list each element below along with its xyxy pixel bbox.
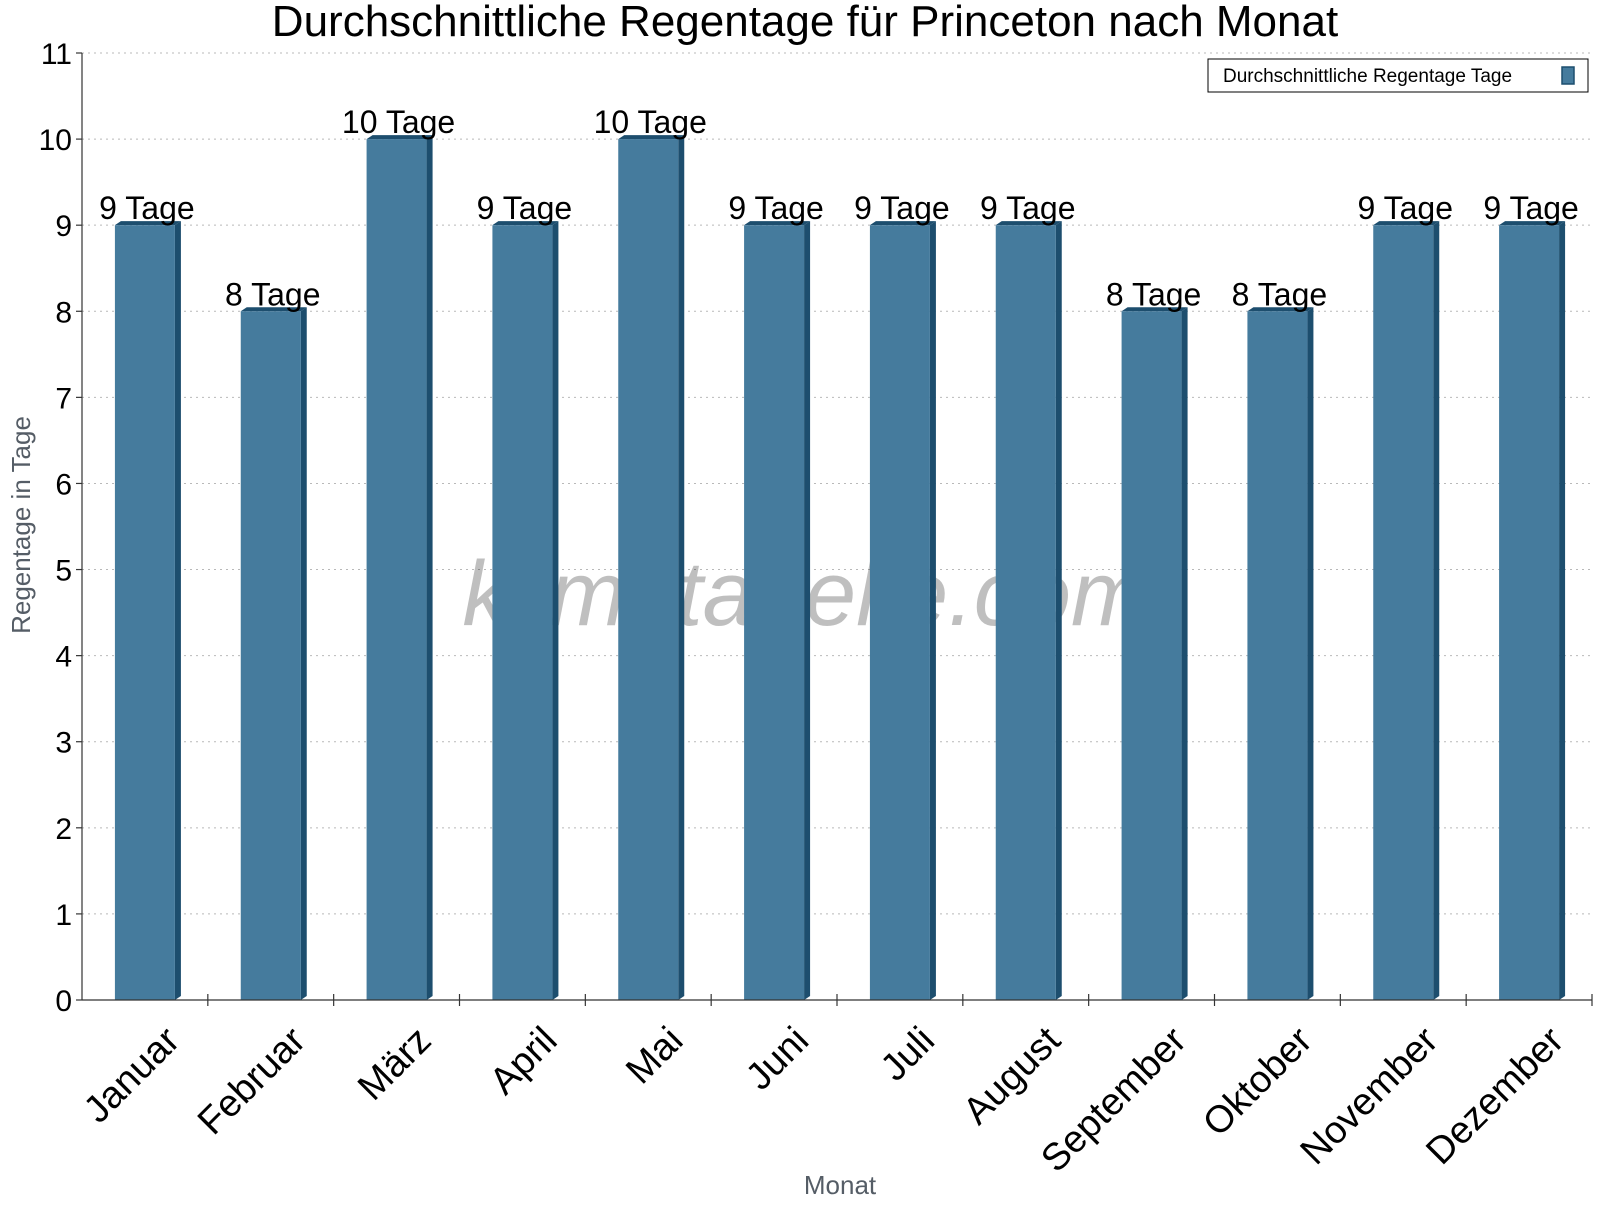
bar-top bbox=[618, 135, 685, 140]
bar-side bbox=[174, 221, 181, 1000]
bar bbox=[1247, 307, 1314, 1001]
bar-face bbox=[869, 225, 930, 1000]
bar-side bbox=[1433, 221, 1440, 1000]
bar-face bbox=[1373, 225, 1434, 1000]
data-label: 9 Tage bbox=[1483, 190, 1579, 226]
bar bbox=[869, 221, 936, 1000]
bar-face bbox=[114, 225, 175, 1000]
y-tick-label: 11 bbox=[41, 38, 72, 71]
x-tick-label: Juli bbox=[873, 1019, 943, 1089]
x-tick-label: März bbox=[350, 1019, 439, 1108]
data-label: 9 Tage bbox=[728, 190, 824, 226]
bar-top bbox=[995, 221, 1062, 226]
data-label: 10 Tage bbox=[342, 104, 455, 140]
bar-top bbox=[492, 221, 559, 226]
bar bbox=[366, 135, 433, 1000]
y-tick-label: 2 bbox=[55, 813, 72, 846]
legend: Durchschnittliche Regentage Tage bbox=[1207, 58, 1589, 93]
bar-top bbox=[1121, 307, 1188, 312]
data-label: 9 Tage bbox=[477, 190, 573, 226]
bar-side bbox=[1559, 221, 1566, 1000]
data-label: 9 Tage bbox=[1358, 190, 1454, 226]
bar bbox=[618, 135, 685, 1000]
data-label: 9 Tage bbox=[854, 190, 950, 226]
x-axis-ticks: Januar Februar März April Mai Juni Juli AugustS… bbox=[76, 994, 1593, 1180]
bar-face bbox=[1121, 311, 1182, 1001]
bar bbox=[1121, 307, 1188, 1001]
bar-face bbox=[1499, 225, 1560, 1000]
bar-top bbox=[1499, 221, 1566, 226]
bar-top bbox=[366, 135, 433, 140]
bar bbox=[492, 221, 559, 1000]
bar bbox=[240, 307, 307, 1001]
y-tick-label: 3 bbox=[55, 727, 72, 760]
legend-box bbox=[1207, 58, 1589, 93]
bar-side bbox=[929, 221, 936, 1000]
data-label: 10 Tage bbox=[594, 104, 707, 140]
bar-face bbox=[366, 139, 427, 1000]
x-tick-label: Mai bbox=[618, 1019, 691, 1092]
data-labels: 9 Tage 8 Tage 10 Tage 9 Tage 10 Tage 9 Tage 9 … bbox=[99, 104, 1579, 312]
y-tick-label: 1 bbox=[55, 899, 72, 932]
y-tick-label: 7 bbox=[55, 382, 72, 415]
y-tick-label: 0 bbox=[55, 985, 72, 1018]
data-label: 9 Tage bbox=[980, 190, 1076, 226]
bar-side bbox=[552, 221, 559, 1000]
bar-face bbox=[744, 225, 805, 1000]
bar-side bbox=[1307, 307, 1314, 1001]
y-tick-label: 6 bbox=[55, 468, 72, 501]
x-tick-label: Februar bbox=[190, 1019, 314, 1143]
x-tick-label: Januar bbox=[76, 1019, 188, 1131]
x-tick-label: April bbox=[482, 1019, 565, 1102]
bar-side bbox=[804, 221, 811, 1000]
x-tick-label: Oktober bbox=[1195, 1019, 1321, 1145]
bar bbox=[1373, 221, 1440, 1000]
bar bbox=[995, 221, 1062, 1000]
legend-entry-label: Durchschnittliche Regentage Tage bbox=[1223, 66, 1512, 87]
y-tick-label: 9 bbox=[55, 210, 72, 243]
bar-top bbox=[240, 307, 307, 312]
legend-swatch bbox=[1561, 66, 1575, 85]
bar-top bbox=[114, 221, 181, 226]
bar-side bbox=[300, 307, 307, 1001]
data-label: 8 Tage bbox=[1106, 276, 1202, 312]
bars bbox=[114, 135, 1566, 1001]
x-tick-label: November bbox=[1293, 1019, 1447, 1173]
bar bbox=[114, 221, 181, 1000]
y-tick-label: 5 bbox=[55, 555, 72, 588]
bar-top bbox=[869, 221, 936, 226]
bar-face bbox=[492, 225, 553, 1000]
bar-side bbox=[1055, 221, 1062, 1000]
y-tick-label: 4 bbox=[55, 641, 72, 674]
bar-face bbox=[995, 225, 1056, 1000]
data-label: 8 Tage bbox=[225, 276, 321, 312]
bar-top bbox=[1247, 307, 1314, 312]
bar-top bbox=[1373, 221, 1440, 226]
bar-side bbox=[426, 135, 433, 1000]
x-tick-label: Juni bbox=[738, 1019, 817, 1098]
x-tick-label: Dezember bbox=[1418, 1019, 1572, 1173]
bar-face bbox=[618, 139, 679, 1000]
y-axis-ticks: 0 1 2 3 4 5 6 7 8 9 10 11 bbox=[39, 38, 82, 1018]
x-tick-label: August bbox=[955, 1019, 1069, 1133]
bar-side bbox=[678, 135, 685, 1000]
bar-face bbox=[240, 311, 301, 1001]
bar-top bbox=[744, 221, 811, 226]
y-tick-label: 8 bbox=[55, 296, 72, 329]
data-label: 8 Tage bbox=[1232, 276, 1328, 312]
bar bbox=[744, 221, 811, 1000]
bar-face bbox=[1247, 311, 1308, 1001]
gridlines bbox=[82, 52, 1592, 915]
y-axis-title: Regentage in Tage bbox=[6, 416, 36, 634]
x-axis-title: Monat bbox=[804, 1170, 877, 1200]
chart-title: Durchschnittliche Regentage für Princeto… bbox=[272, 0, 1338, 46]
bar bbox=[1499, 221, 1566, 1000]
bar-side bbox=[1181, 307, 1188, 1001]
y-tick-label: 10 bbox=[39, 124, 72, 157]
data-label: 9 Tage bbox=[99, 190, 195, 226]
